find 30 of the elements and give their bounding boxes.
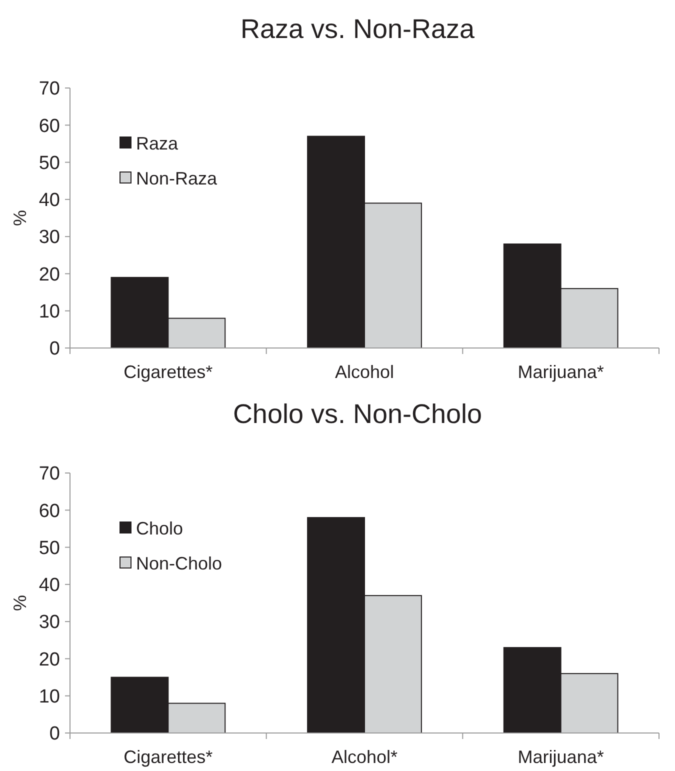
y-tick-label: 20 xyxy=(38,649,60,670)
x-tick-label: Alcohol xyxy=(334,362,394,382)
x-tick-label: Marijuana* xyxy=(518,362,604,382)
y-tick-label: 20 xyxy=(38,264,60,286)
x-tick-label: Marijuana* xyxy=(518,747,604,767)
y-tick-label: 0 xyxy=(49,338,60,360)
legend-label: Non-Cholo xyxy=(136,553,222,574)
y-tick-label: 60 xyxy=(38,500,60,522)
y-tick-label: 30 xyxy=(38,227,60,248)
y-tick-label: 60 xyxy=(38,116,60,137)
legend-label: Raza xyxy=(136,133,180,154)
y-axis-title: % xyxy=(10,210,30,226)
y-tick-label: 0 xyxy=(49,724,60,745)
legend-label: Cholo xyxy=(136,518,184,538)
x-tick-label: Cigarettes* xyxy=(124,747,213,767)
y-axis-title: % xyxy=(10,594,30,612)
x-tick-label: Alcohol* xyxy=(331,747,398,767)
y-tick-label: 40 xyxy=(38,575,60,596)
y-tick-label: 50 xyxy=(38,152,60,174)
y-tick-label: 40 xyxy=(38,190,60,212)
y-tick-label: 10 xyxy=(38,686,60,708)
chart-title: Raza vs. Non-Raza xyxy=(240,14,476,44)
y-tick-label: 30 xyxy=(38,612,60,634)
y-tick-label: 50 xyxy=(38,538,60,559)
y-tick-label: 70 xyxy=(38,78,60,100)
legend-label: Non-Raza xyxy=(136,168,218,188)
y-tick-label: 70 xyxy=(38,464,60,485)
chart-title: Cholo vs. Non-Cholo xyxy=(232,399,482,429)
x-tick-label: Cigarettes* xyxy=(124,362,213,382)
y-tick-label: 10 xyxy=(38,302,60,323)
